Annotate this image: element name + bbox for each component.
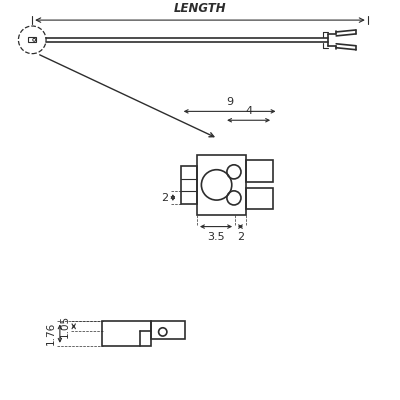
Bar	[28, 37, 36, 42]
Bar	[246, 160, 273, 182]
Text: 3.5: 3.5	[207, 232, 225, 242]
Text: 9: 9	[226, 98, 233, 108]
Bar	[102, 322, 151, 346]
Text: 2: 2	[237, 232, 244, 242]
Text: 4: 4	[245, 106, 252, 116]
Text: 2: 2	[161, 192, 168, 202]
Bar	[197, 155, 246, 215]
Text: LENGTH: LENGTH	[174, 2, 226, 15]
Bar	[151, 322, 185, 339]
Bar	[181, 166, 197, 204]
Bar	[246, 188, 273, 209]
Text: 1.05: 1.05	[60, 315, 70, 338]
Text: 1.76: 1.76	[46, 322, 56, 345]
